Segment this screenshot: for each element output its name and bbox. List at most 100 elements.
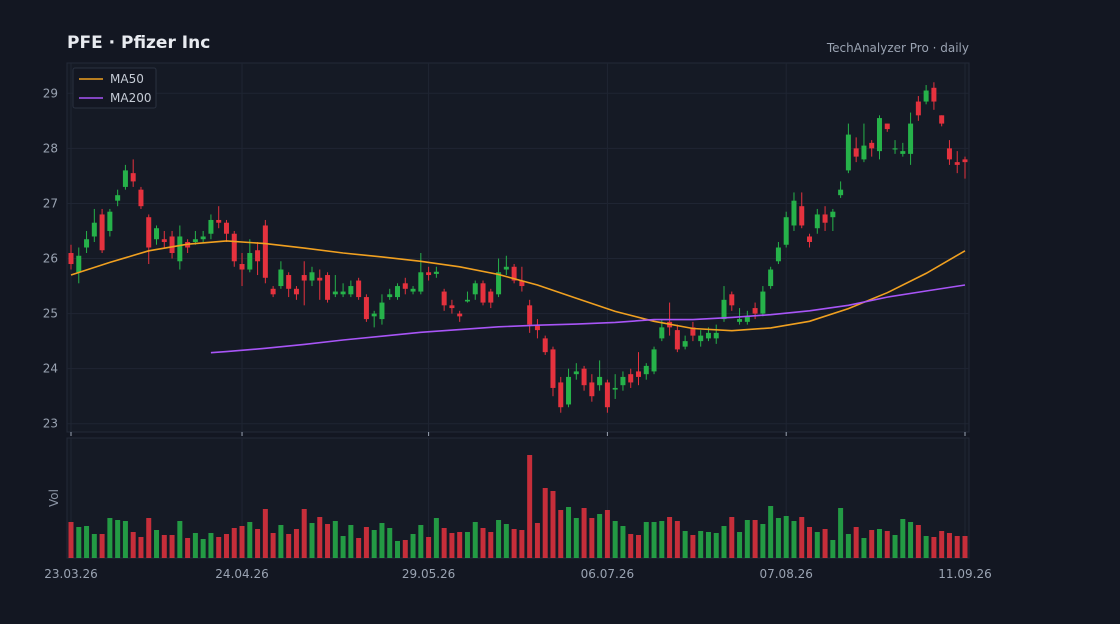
candle-body xyxy=(503,266,509,270)
candle-body xyxy=(278,269,284,287)
volume-bar xyxy=(892,535,898,558)
candle-body xyxy=(884,123,890,130)
volume-bar xyxy=(231,528,237,558)
volume-bar xyxy=(659,521,665,558)
candle-body xyxy=(550,349,556,388)
candle-body xyxy=(130,173,136,182)
candle-body xyxy=(472,283,478,295)
volume-bar xyxy=(954,536,960,558)
volume-bar xyxy=(900,519,906,558)
candle-body xyxy=(853,148,859,157)
ma-line xyxy=(210,284,966,354)
volume-bar xyxy=(550,491,556,558)
candle-body xyxy=(814,214,820,229)
y-tick-label: 26 xyxy=(43,252,58,266)
volume-bar xyxy=(464,532,470,558)
candle-body xyxy=(231,233,237,262)
volume-bar xyxy=(270,533,276,558)
candle-body xyxy=(371,313,377,317)
volume-bar xyxy=(830,540,836,558)
volume-bar xyxy=(192,533,198,558)
candle-body xyxy=(379,302,385,320)
y-tick-label: 23 xyxy=(43,417,58,431)
volume-bar xyxy=(223,534,229,558)
volume-bar xyxy=(791,521,797,558)
candle-body xyxy=(566,376,572,405)
volume-label: Vol xyxy=(47,489,61,507)
volume-bar xyxy=(760,524,766,558)
candle-body xyxy=(223,222,229,234)
candle-body xyxy=(84,239,90,248)
volume-bar xyxy=(822,529,828,558)
volume-bar xyxy=(154,530,160,558)
volume-bar xyxy=(931,537,937,558)
candle-body xyxy=(908,123,914,154)
candle-body xyxy=(433,271,439,274)
candle-body xyxy=(192,239,198,242)
candle-body xyxy=(931,87,937,102)
x-tick-label: 11.09.26 xyxy=(938,567,991,581)
candle-body xyxy=(91,222,97,237)
volume-bar xyxy=(674,521,680,558)
volume-bar xyxy=(915,525,921,558)
volume-bar xyxy=(682,531,688,558)
candle-body xyxy=(356,280,362,298)
candle-body xyxy=(783,217,789,245)
candle-body xyxy=(138,189,144,207)
candle-body xyxy=(441,291,447,306)
y-tick-label: 25 xyxy=(43,307,58,321)
candle-body xyxy=(737,319,743,322)
candle-body xyxy=(387,294,393,298)
volume-bar xyxy=(278,525,284,558)
candle-body xyxy=(200,236,206,240)
candle-body xyxy=(395,286,401,298)
volume-bar xyxy=(814,532,820,558)
volume-bar xyxy=(612,521,618,558)
candle-body xyxy=(239,264,245,270)
candle-body xyxy=(838,189,844,196)
candle-body xyxy=(845,134,851,171)
candle-body xyxy=(643,365,649,375)
candle-body xyxy=(363,297,369,320)
volume-bar xyxy=(643,522,649,558)
x-tick-label: 23.03.26 xyxy=(44,567,97,581)
candle-body xyxy=(511,266,517,281)
volume-bar xyxy=(317,517,323,558)
volume-bar xyxy=(262,509,268,558)
volume-bar xyxy=(91,534,97,558)
volume-bar xyxy=(573,518,579,558)
volume-bar xyxy=(651,522,657,558)
candle-body xyxy=(418,272,424,292)
candle-body xyxy=(107,211,113,231)
candle-body xyxy=(527,305,533,325)
x-tick-label: 24.04.26 xyxy=(215,567,268,581)
volume-bar xyxy=(309,523,315,558)
volume-bar xyxy=(620,526,626,558)
volume-bar xyxy=(185,538,191,558)
price-panel xyxy=(66,62,970,433)
candle-body xyxy=(900,151,906,154)
candle-body xyxy=(760,291,766,314)
y-tick-label: 24 xyxy=(43,362,58,376)
volume-bar xyxy=(122,521,128,558)
candle-body xyxy=(154,228,160,240)
volume-bar xyxy=(737,532,743,558)
candle-body xyxy=(332,291,338,295)
candle-body xyxy=(923,90,929,102)
candle-body xyxy=(480,283,486,303)
candle-body xyxy=(962,159,968,163)
candle-body xyxy=(768,269,774,287)
candle-body xyxy=(115,195,121,201)
candle-body xyxy=(799,206,805,226)
candle-body xyxy=(581,368,587,386)
legend-label: MA200 xyxy=(110,91,151,105)
volume-bar xyxy=(99,534,105,558)
candle-body xyxy=(713,332,719,339)
volume-bar xyxy=(713,533,719,558)
volume-bar xyxy=(744,520,750,558)
chart-title: PFE · Pfizer Inc xyxy=(67,33,210,53)
volume-bar xyxy=(161,535,167,558)
volume-bar xyxy=(768,506,774,558)
candle-body xyxy=(317,277,323,281)
